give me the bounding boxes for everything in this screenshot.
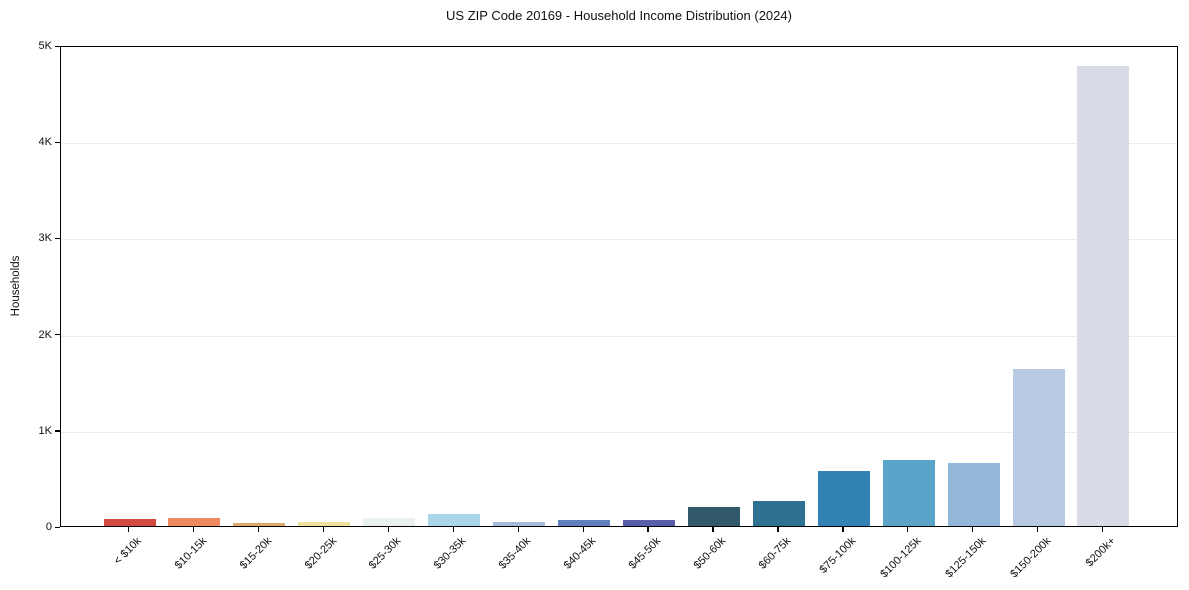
y-tick-mark bbox=[55, 430, 60, 432]
x-tick-mark bbox=[777, 527, 779, 532]
x-tick-mark bbox=[1037, 527, 1039, 532]
plot-area bbox=[60, 46, 1178, 527]
gridline bbox=[61, 335, 1177, 337]
x-tick-mark bbox=[517, 527, 519, 532]
y-tick-label: 3K bbox=[38, 232, 52, 245]
bar-$50-60k bbox=[687, 506, 740, 526]
x-tick-label: $200k+ bbox=[1083, 535, 1118, 570]
x-tick-mark bbox=[582, 527, 584, 532]
y-tick-label: 0 bbox=[45, 521, 52, 533]
x-tick-label: $15-20k bbox=[237, 535, 274, 572]
y-axis-label: Households bbox=[10, 255, 22, 317]
x-tick-mark bbox=[257, 527, 260, 532]
y-tick-label: 4K bbox=[38, 136, 52, 149]
x-tick-mark bbox=[972, 527, 974, 532]
y-tick-mark bbox=[55, 237, 60, 240]
bar-$45-50k bbox=[622, 519, 675, 526]
x-tick-label: $150-200k bbox=[1007, 535, 1054, 581]
x-tick-label: < $10k bbox=[111, 535, 144, 568]
bar-$15-20k bbox=[233, 523, 286, 526]
y-tick-mark bbox=[55, 526, 60, 528]
x-tick-label: $35-40k bbox=[496, 535, 534, 572]
y-tick-mark bbox=[55, 141, 60, 143]
x-tick-label: $45-50k bbox=[626, 535, 664, 572]
x-tick-mark bbox=[322, 527, 325, 532]
y-tick-label: 1K bbox=[38, 424, 52, 437]
y-tick-mark bbox=[55, 334, 60, 336]
x-tick-label: $125-150k bbox=[942, 535, 989, 581]
x-tick-mark bbox=[192, 527, 195, 532]
x-tick-label: $20-25k bbox=[302, 535, 339, 572]
bar-$10-15k bbox=[168, 518, 221, 526]
x-tick-label: $60-75k bbox=[756, 535, 794, 572]
x-tick-label: $50-60k bbox=[691, 535, 729, 572]
x-tick-label: $40-45k bbox=[561, 535, 599, 572]
chart-title: US ZIP Code 20169 - Household Income Dis… bbox=[446, 8, 792, 23]
x-tick-label: $25-30k bbox=[367, 535, 404, 572]
x-tick-mark bbox=[842, 527, 844, 532]
gridline bbox=[61, 143, 1177, 145]
bar-$60-75k bbox=[752, 500, 805, 526]
bar-$100-125k bbox=[882, 460, 935, 526]
x-tick-mark bbox=[1101, 527, 1104, 532]
gridline bbox=[61, 431, 1177, 433]
bar-< $10k bbox=[103, 519, 156, 526]
bar-$125-150k bbox=[947, 462, 1000, 526]
y-tick-label: 2K bbox=[38, 328, 52, 341]
x-tick-mark bbox=[387, 527, 390, 532]
x-tick-mark bbox=[712, 527, 714, 532]
bar-$25-30k bbox=[363, 517, 416, 526]
bar-$35-40k bbox=[493, 522, 546, 526]
bar-$30-35k bbox=[428, 513, 481, 526]
y-tick-mark bbox=[55, 45, 60, 47]
bar-$75-100k bbox=[817, 471, 870, 526]
bar-$150-200k bbox=[1012, 368, 1065, 526]
x-tick-label: $100-125k bbox=[877, 535, 924, 581]
bar-$200k+ bbox=[1077, 66, 1130, 526]
gridline bbox=[61, 239, 1177, 241]
x-tick-label: $10-15k bbox=[172, 535, 209, 572]
x-tick-mark bbox=[452, 527, 454, 532]
bar-$40-45k bbox=[558, 519, 611, 526]
x-tick-mark bbox=[128, 527, 130, 532]
x-tick-mark bbox=[907, 527, 909, 532]
x-tick-label: $30-35k bbox=[432, 535, 469, 572]
x-tick-mark bbox=[647, 527, 649, 532]
x-tick-label: $75-100k bbox=[817, 535, 859, 576]
bar-$20-25k bbox=[298, 522, 351, 526]
y-tick-label: 5K bbox=[38, 40, 52, 52]
